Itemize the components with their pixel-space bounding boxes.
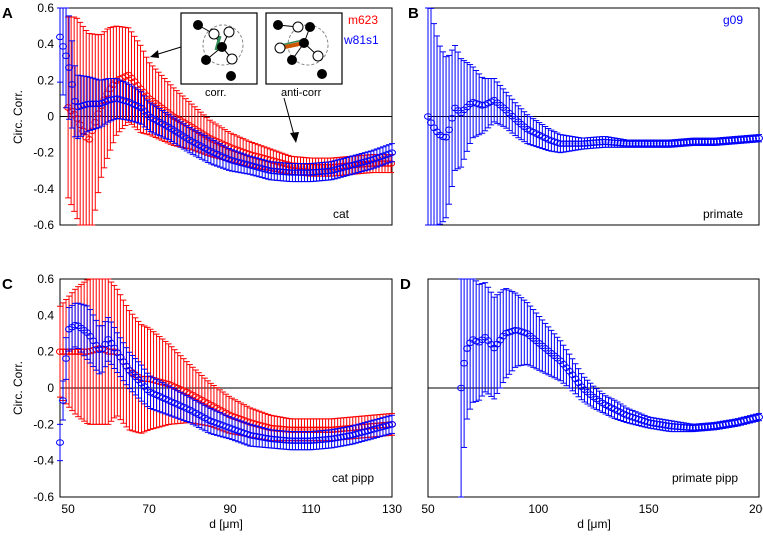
panel-b-label: primate [703, 207, 743, 221]
panel-d-ticks: 50 100 150 200 [421, 502, 763, 516]
data-point [388, 149, 396, 156]
panel-d-xlabel: d [μm] [577, 517, 611, 531]
panel-c-letter: C [2, 276, 13, 293]
x-tick-label: 200 [749, 502, 763, 516]
y-tick-label: 0.6 [37, 272, 54, 286]
y-tick-label: 0 [47, 110, 54, 124]
data-point [62, 355, 71, 362]
panel-d-label: primate pipp [672, 471, 738, 485]
panel-a-ylabel: Circ. Corr. [11, 90, 25, 144]
x-tick-label: 50 [61, 502, 75, 516]
panel-c-ylabel: Circ. Corr. [11, 361, 25, 415]
panel-b-plot [424, 7, 763, 226]
panel-d-letter: D [400, 276, 411, 293]
panel-b: B primate g09 [408, 5, 763, 226]
panel-d: D 50 100 150 200 primate pipp d [μm] [400, 276, 763, 531]
y-tick-label: -0.6 [33, 218, 54, 232]
panel-c-ticks: 0.6 0.4 0.2 0 -0.2 -0.4 -0.6 50 70 90 110 130 [33, 272, 402, 516]
inset-anticorr-diagram [273, 20, 329, 79]
inset-corr-label: corr. [205, 87, 226, 99]
y-tick-label: -0.6 [33, 490, 54, 504]
data-point [59, 397, 68, 404]
panel-a-plot [56, 7, 396, 226]
panel-a-letter: A [2, 5, 13, 22]
panel-c-xlabel: d [μm] [209, 517, 243, 531]
y-tick-label: -0.4 [33, 454, 54, 468]
y-tick-label: -0.2 [33, 417, 54, 431]
panel-d-plot [428, 278, 763, 498]
x-tick-label: 90 [223, 502, 237, 516]
panel-a-y-ticks: 0.6 0.4 0.2 0 -0.2 -0.4 -0.6 [33, 1, 54, 232]
inset-arrow-right-head [290, 132, 299, 143]
y-tick-label: 0.4 [37, 308, 54, 322]
y-tick-label: 0.4 [37, 37, 54, 51]
panel-c-plot [56, 278, 396, 462]
panel-a-label: cat [333, 207, 350, 221]
data-point [56, 439, 64, 446]
inset: corr. anti-corr [150, 12, 343, 143]
legend-g09: g09 [723, 13, 743, 27]
x-tick-label: 110 [301, 502, 320, 516]
inset-arrow-left [154, 46, 182, 56]
y-tick-label: 0.6 [37, 1, 54, 15]
x-tick-label: 150 [639, 502, 659, 516]
legend-w81s1: w81s1 [343, 33, 379, 47]
y-tick-label: -0.4 [33, 182, 54, 196]
x-tick-label: 130 [382, 502, 402, 516]
x-tick-label: 50 [421, 502, 435, 516]
inset-arrow-right [283, 97, 295, 136]
y-tick-label: 0.2 [37, 345, 54, 359]
panel-b-letter: B [408, 5, 419, 22]
panel-c: C 0.6 0.4 0.2 0 -0.2 -0.4 -0.6 50 70 90 110 130 Cir… [2, 272, 402, 531]
panel-a: A 0.6 0.4 0.2 0 -0.2 -0.4 -0.6 Circ. Corr. cat… [2, 1, 396, 232]
x-tick-label: 70 [142, 502, 156, 516]
x-tick-label: 100 [528, 502, 548, 516]
y-tick-label: 0.2 [37, 73, 54, 87]
data-point [388, 421, 396, 428]
inset-anticorr-label: anti-corr [281, 87, 322, 99]
y-tick-label: 0 [47, 381, 54, 395]
legend-m623: m623 [348, 13, 378, 27]
panel-c-label: cat pipp [332, 471, 374, 485]
inset-arrow-left-head [150, 50, 159, 58]
y-tick-label: -0.2 [33, 146, 54, 160]
inset-corr-diagram [193, 20, 244, 81]
